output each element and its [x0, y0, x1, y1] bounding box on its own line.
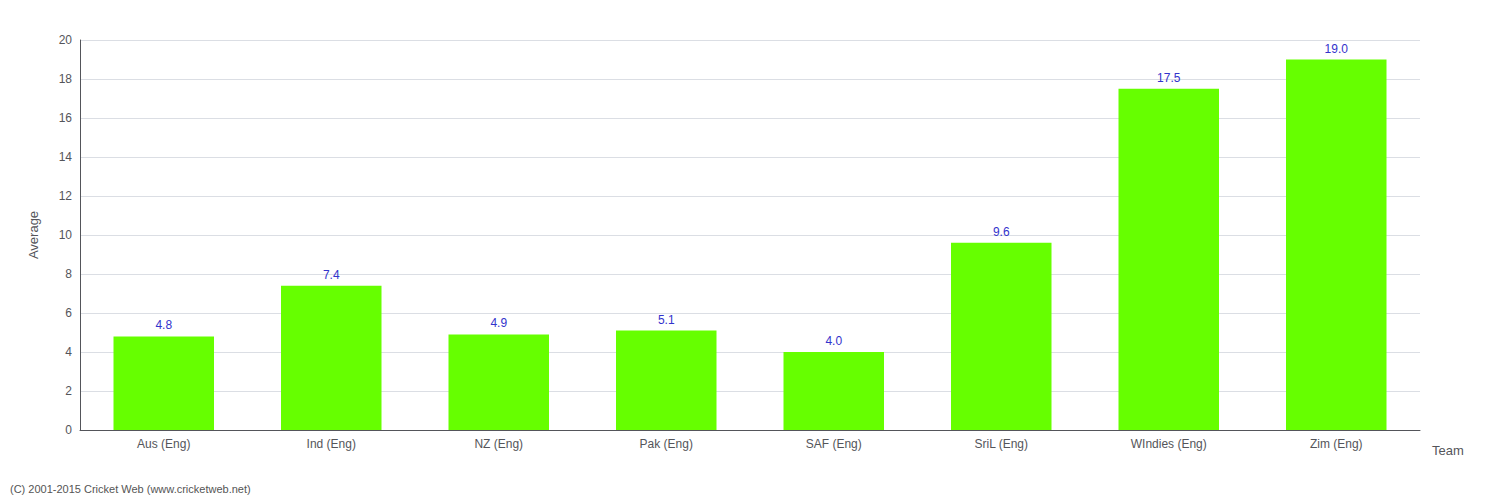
svg-text:16: 16 — [59, 111, 73, 125]
svg-text:Pak (Eng): Pak (Eng) — [640, 437, 693, 451]
svg-text:(C) 2001-2015 Cricket Web (www: (C) 2001-2015 Cricket Web (www.cricketwe… — [10, 483, 251, 495]
svg-text:0: 0 — [65, 423, 72, 437]
svg-text:SriL (Eng): SriL (Eng) — [974, 437, 1028, 451]
svg-text:Aus (Eng): Aus (Eng) — [137, 437, 190, 451]
svg-text:7.4: 7.4 — [323, 268, 340, 282]
svg-text:NZ (Eng): NZ (Eng) — [474, 437, 523, 451]
svg-text:12: 12 — [59, 189, 73, 203]
svg-text:4.9: 4.9 — [490, 316, 507, 330]
svg-text:5.1: 5.1 — [658, 313, 675, 327]
svg-text:Zim (Eng): Zim (Eng) — [1310, 437, 1363, 451]
svg-text:SAF (Eng): SAF (Eng) — [806, 437, 862, 451]
svg-text:6: 6 — [65, 306, 72, 320]
svg-text:20: 20 — [59, 33, 73, 47]
svg-text:4: 4 — [65, 345, 72, 359]
svg-text:WIndies (Eng): WIndies (Eng) — [1131, 437, 1207, 451]
svg-text:17.5: 17.5 — [1157, 71, 1181, 85]
svg-text:4.0: 4.0 — [825, 334, 842, 348]
svg-text:2: 2 — [65, 384, 72, 398]
svg-text:9.6: 9.6 — [993, 225, 1010, 239]
svg-text:Average: Average — [26, 211, 41, 259]
svg-text:4.8: 4.8 — [155, 318, 172, 332]
svg-text:8: 8 — [65, 267, 72, 281]
svg-text:14: 14 — [59, 150, 73, 164]
svg-text:10: 10 — [59, 228, 73, 242]
svg-text:18: 18 — [59, 72, 73, 86]
svg-text:19.0: 19.0 — [1325, 42, 1349, 56]
svg-text:Ind (Eng): Ind (Eng) — [307, 437, 356, 451]
svg-text:Team: Team — [1432, 443, 1464, 458]
